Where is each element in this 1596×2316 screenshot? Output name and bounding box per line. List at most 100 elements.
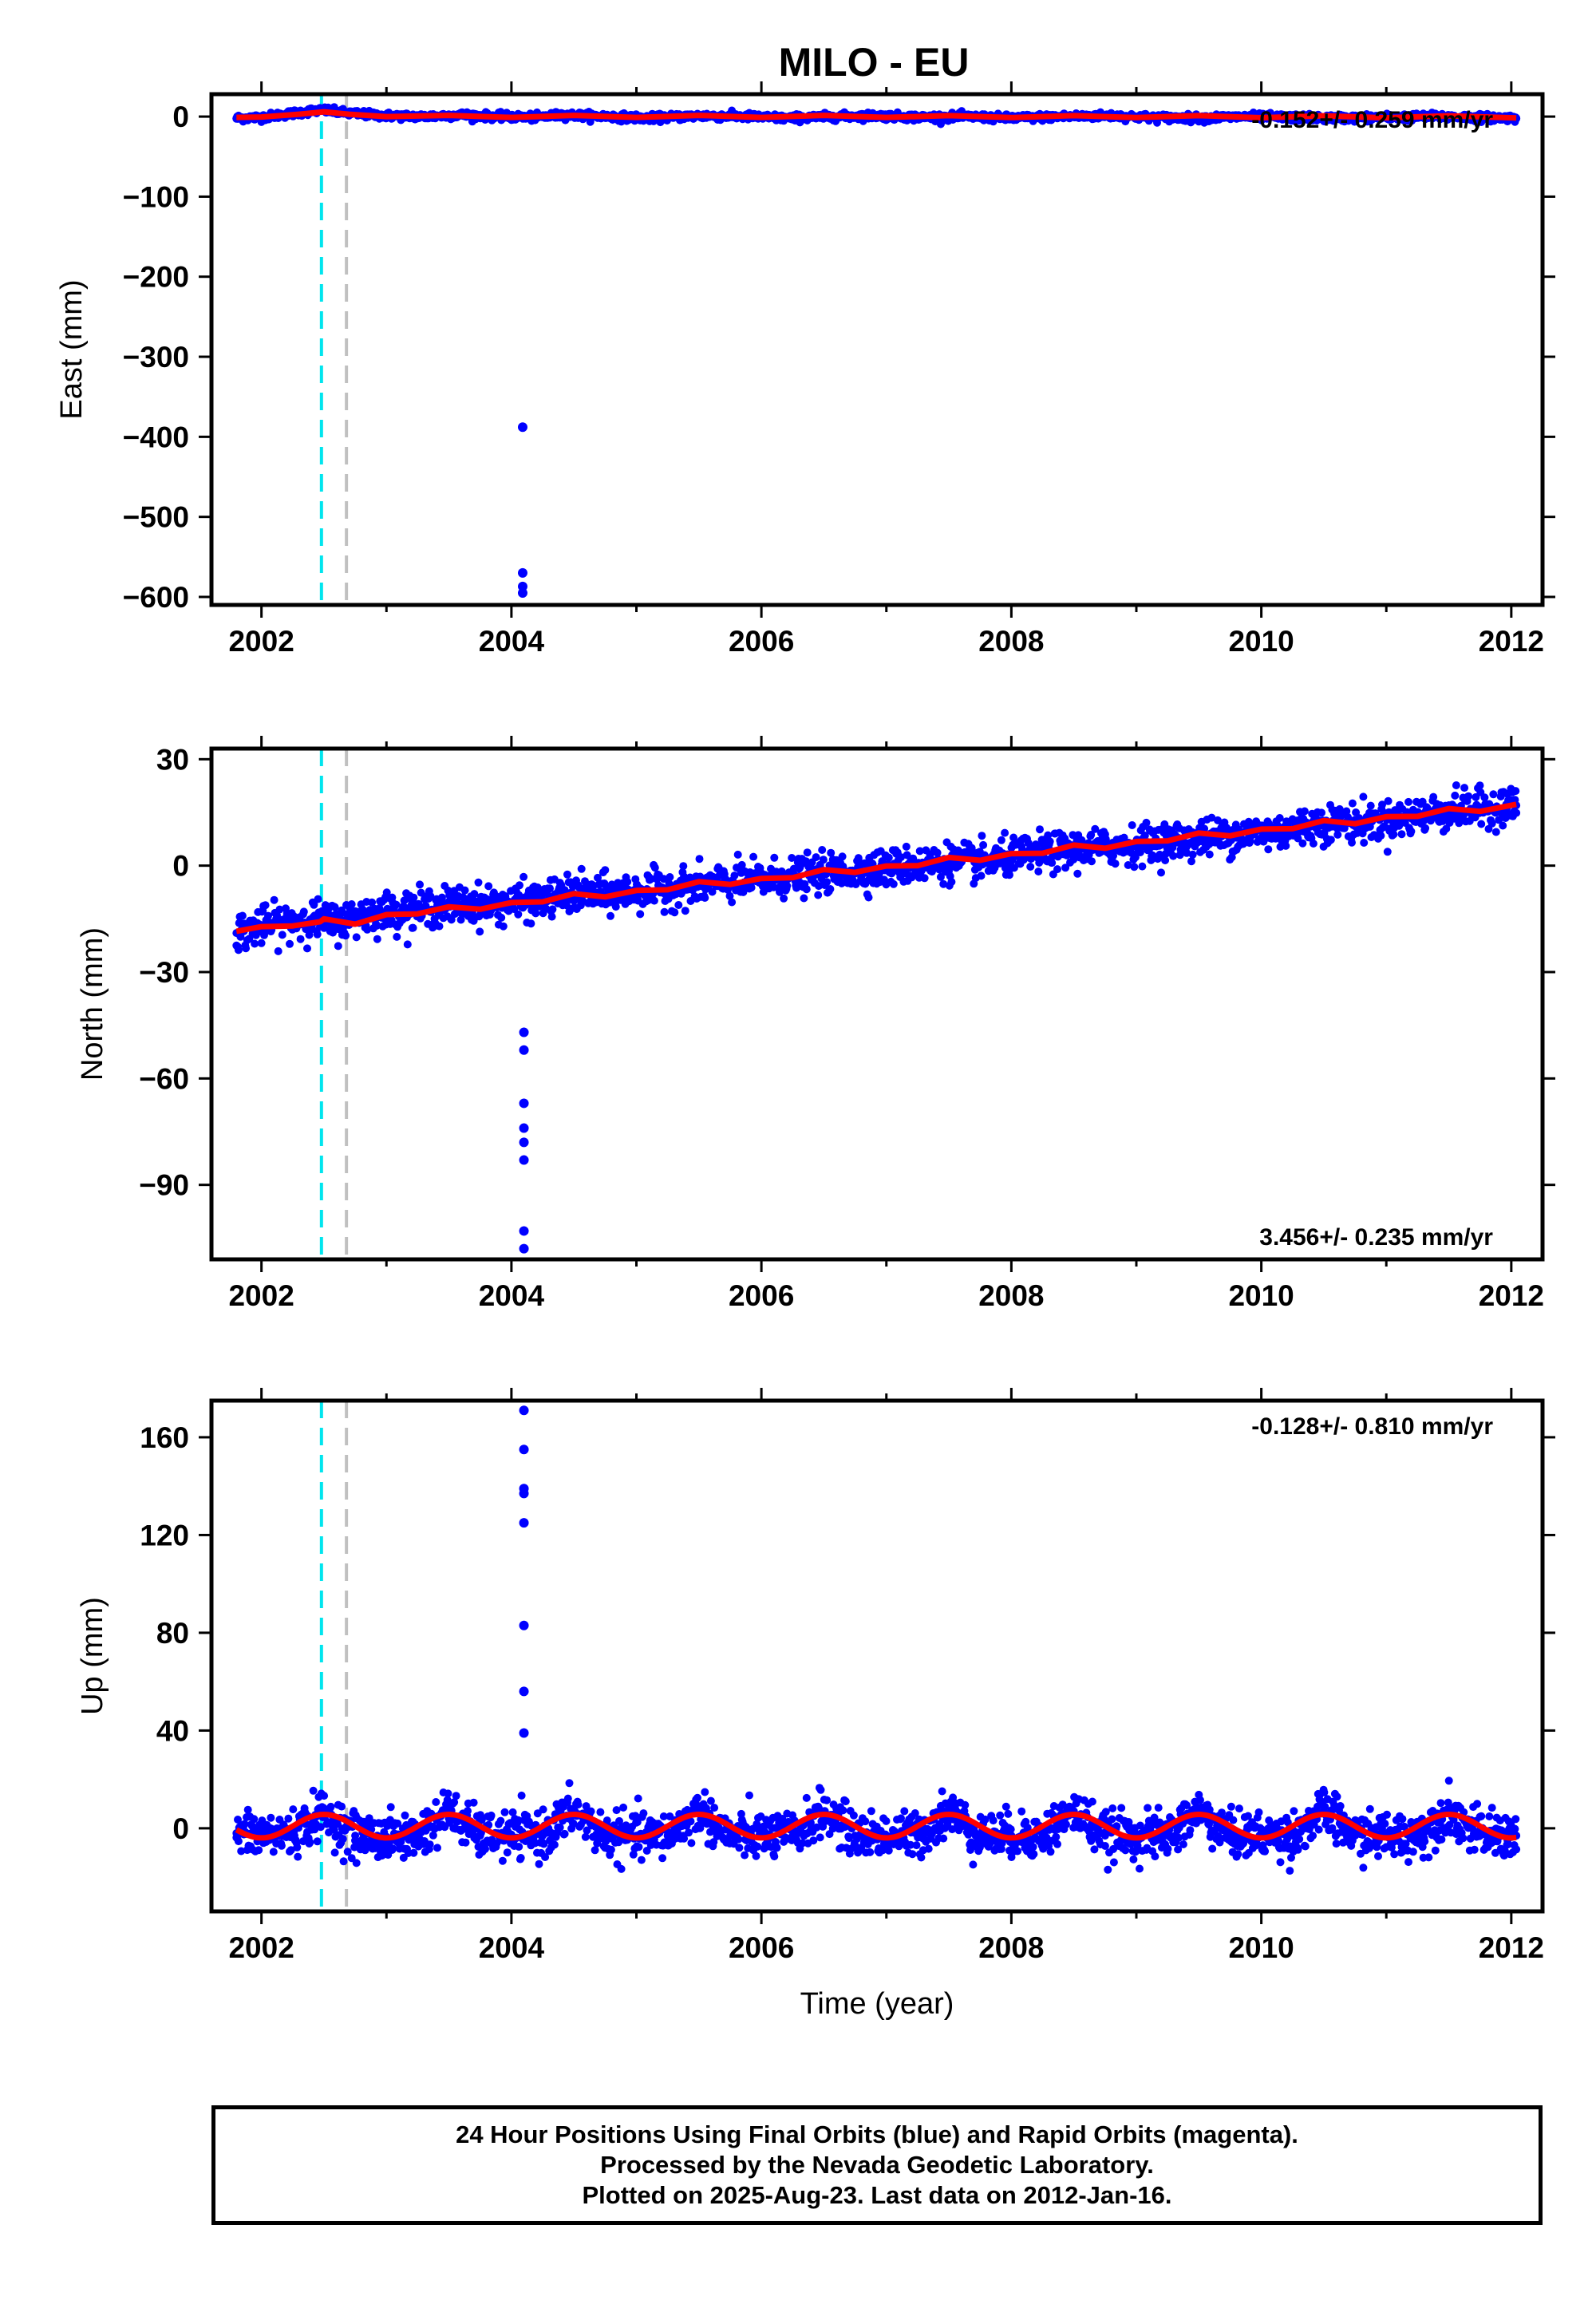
east-model-line <box>236 109 1517 121</box>
up-obs-point <box>386 1803 395 1812</box>
north-obs-point <box>1360 839 1369 847</box>
up-obs-point <box>517 1791 526 1800</box>
north-obs-point <box>547 912 556 921</box>
north-obs-point <box>310 900 318 909</box>
north-obs-point <box>1335 804 1344 813</box>
north-obs-point <box>476 927 484 936</box>
north-obs-point <box>920 874 929 883</box>
up-obs-point <box>634 1843 643 1852</box>
north-obs-point <box>342 931 350 940</box>
east-xtick-label-2010: 2010 <box>1228 625 1294 658</box>
north-obs-point <box>1005 871 1013 879</box>
north-obs-point <box>659 875 668 883</box>
north-obs-point <box>728 898 737 907</box>
north-obs-point <box>313 930 322 939</box>
north-obs-point <box>1183 848 1191 857</box>
north-obs-point <box>1161 856 1170 864</box>
north-obs-point <box>1275 814 1284 822</box>
north-obs-point <box>864 893 873 902</box>
east-xtick-label-2012: 2012 <box>1479 625 1544 658</box>
up-obs-point <box>710 1804 719 1812</box>
up-obs-point <box>343 1848 352 1856</box>
up-obs-point <box>313 1837 322 1846</box>
east-xtick-label-2008: 2008 <box>978 625 1044 658</box>
north-obs-point <box>303 944 311 953</box>
north-obs-point <box>1418 797 1427 806</box>
up-obs-point <box>498 1856 507 1865</box>
up-obs-point <box>587 1807 595 1816</box>
up-obs-point <box>269 1848 278 1856</box>
north-obs-point <box>1460 784 1469 792</box>
north-obs-point <box>278 931 286 939</box>
north-obs-point <box>788 854 796 862</box>
north-obs-point <box>527 919 535 928</box>
north-obs-point <box>770 853 779 862</box>
north-obs-point <box>838 852 847 861</box>
up-obs-point <box>555 1823 564 1832</box>
panel-east-frame <box>209 92 1545 607</box>
north-obs-point <box>1088 857 1096 866</box>
panel-up-marks <box>232 1401 1521 1911</box>
north-obs-point <box>823 878 832 887</box>
north-obs-point <box>601 866 610 875</box>
up-obs-point <box>541 1853 550 1861</box>
up-obs-point <box>879 1846 887 1855</box>
north-obs-point <box>725 891 734 900</box>
north-obs-point <box>737 860 746 869</box>
north-outlier-point-2 <box>519 1098 529 1109</box>
up-obs-point <box>845 1834 853 1843</box>
north-obs-point <box>435 922 444 931</box>
up-obs-point <box>330 1848 339 1857</box>
up-obs-point <box>481 1844 489 1853</box>
north-obs-point <box>936 872 945 881</box>
north-obs-point <box>749 852 758 861</box>
up-obs-point <box>849 1811 858 1820</box>
north-ytick-label-2: −30 <box>139 956 189 989</box>
north-model-line <box>235 801 1517 935</box>
north-obs-point <box>1138 862 1147 871</box>
north-obs-point <box>1073 869 1082 878</box>
up-obs-point <box>823 1796 832 1804</box>
north-obs-point <box>594 873 602 882</box>
north-obs-point <box>242 944 251 953</box>
north-obs-point <box>1045 837 1054 846</box>
north-obs-point <box>275 905 284 914</box>
north-obs-point <box>347 900 356 908</box>
up-obs-point <box>867 1807 875 1816</box>
panel-north-velocity-label: 3.456+/- 0.235 mm/yr <box>1259 1224 1493 1251</box>
up-obs-point <box>250 1815 259 1824</box>
north-obs-point <box>1442 824 1451 833</box>
north-outlier-point-0 <box>519 1027 529 1037</box>
north-obs-point <box>1044 831 1053 840</box>
up-obs-point <box>861 1817 870 1826</box>
north-obs-point <box>548 905 557 914</box>
north-obs-point <box>1476 781 1484 790</box>
north-obs-point <box>902 842 911 851</box>
up-obs-point <box>508 1808 517 1816</box>
up-obs-point <box>602 1816 611 1825</box>
north-obs-point <box>474 878 483 887</box>
north-obs-point <box>903 851 911 860</box>
north-obs-point <box>368 898 377 907</box>
north-obs-point <box>1128 821 1136 829</box>
north-obs-point <box>363 925 372 934</box>
north-obs-point <box>1157 868 1165 877</box>
up-obs-point <box>234 1816 242 1824</box>
up-obs-point <box>569 1820 578 1828</box>
east-outlier-point-0 <box>517 422 527 433</box>
up-obs-point <box>284 1814 293 1823</box>
north-obs-point <box>606 911 614 920</box>
north-obs-point <box>286 939 294 948</box>
up-obs-point <box>383 1821 392 1830</box>
north-obs-point <box>546 884 554 893</box>
north-obs-point <box>733 850 742 859</box>
north-obs-point <box>1142 818 1151 827</box>
north-obs-point <box>623 877 632 886</box>
north-outlier-point-5 <box>519 1155 529 1165</box>
north-obs-point <box>234 946 243 954</box>
up-obs-point <box>539 1805 547 1814</box>
up-obs-point <box>631 1812 640 1820</box>
north-outlier-point-1 <box>519 1045 529 1055</box>
north-obs-point <box>382 888 391 897</box>
north-obs-point <box>1120 833 1128 842</box>
